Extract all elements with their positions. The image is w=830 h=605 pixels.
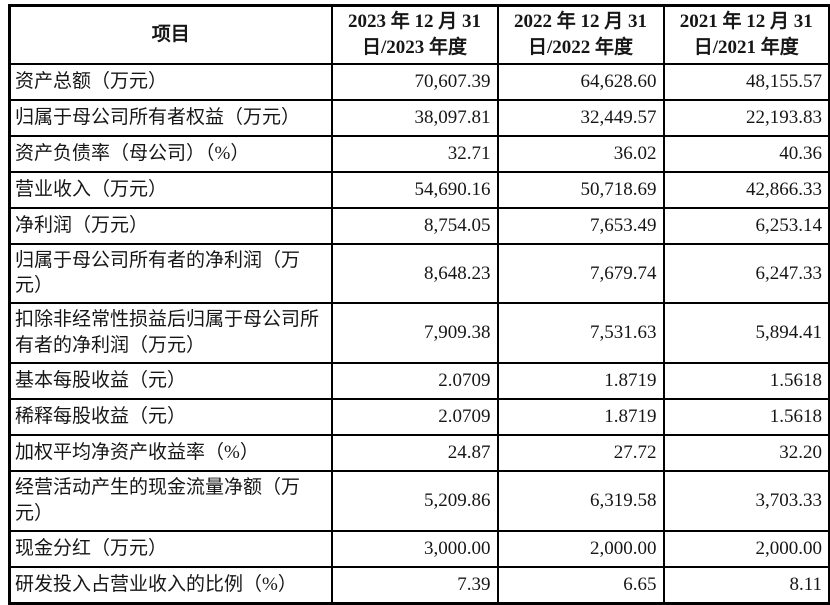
- row-value: 64,628.60: [496, 62, 665, 101]
- header-column-2021: 2021 年 12 月 31 日/2021 年度: [662, 4, 830, 65]
- row-label: 稀释每股收益（元）: [8, 397, 333, 436]
- row-value: 8,754.05: [330, 206, 499, 245]
- row-value: 1.5618: [662, 397, 830, 436]
- header-column-2023-line2: 日/2023 年度: [361, 36, 468, 58]
- row-value: 7,653.49: [496, 206, 665, 245]
- financial-summary-table: 项目 2023 年 12 月 31 日/2023 年度 2022 年 12 月 …: [8, 4, 830, 605]
- table-row: 加权平均净资产收益率（%） 24.87 27.72 32.20: [8, 433, 830, 472]
- row-value: 48,155.57: [662, 62, 830, 101]
- row-value: 2.0709: [330, 361, 499, 400]
- header-column-2023-line1: 2023 年 12 月 31: [347, 11, 481, 32]
- header-column-2022-line2: 日/2022 年度: [527, 36, 634, 58]
- header-row: 项目 2023 年 12 月 31 日/2023 年度 2022 年 12 月 …: [8, 4, 830, 65]
- row-label: 研发投入占营业收入的比例（%）: [8, 565, 333, 605]
- row-value: 24.87: [330, 433, 499, 472]
- header-column-2022: 2022 年 12 月 31 日/2022 年度: [496, 4, 665, 65]
- row-value: 3,000.00: [330, 529, 499, 568]
- table-row: 资产负债率（母公司）（%） 32.71 36.02 40.36: [8, 134, 830, 173]
- row-value: 54,690.16: [330, 170, 499, 209]
- row-value: 1.8719: [496, 397, 665, 436]
- row-value: 7.39: [330, 565, 499, 605]
- table-row: 研发投入占营业收入的比例（%） 7.39 6.65 8.11: [8, 565, 830, 605]
- row-value: 42,866.33: [662, 170, 830, 209]
- row-value: 2,000.00: [496, 529, 665, 568]
- row-value: 32.71: [330, 134, 499, 173]
- row-value: 1.8719: [496, 361, 665, 400]
- row-label: 营业收入（万元）: [8, 170, 333, 209]
- row-value: 7,679.74: [496, 242, 665, 305]
- row-label: 资产总额（万元）: [8, 62, 333, 101]
- table-row: 扣除非经常性损益后归属于母公司所有者的净利润（万元） 7,909.38 7,531.…: [8, 302, 830, 364]
- row-value: 1.5618: [662, 361, 830, 400]
- row-value: 7,531.63: [496, 302, 665, 364]
- table-row: 资产总额（万元） 70,607.39 64,628.60 48,155.57: [8, 62, 830, 101]
- row-value: 32,449.57: [496, 98, 665, 137]
- row-value: 32.20: [662, 433, 830, 472]
- row-value: 70,607.39: [330, 62, 499, 101]
- row-value: 2,000.00: [662, 529, 830, 568]
- table-row: 归属于母公司所有者的净利润（万元） 8,648.23 7,679.74 6,247.3…: [8, 242, 830, 305]
- table-row: 经营活动产生的现金流量净额（万元） 5,209.86 6,319.58 3,703.3…: [8, 469, 830, 532]
- row-value: 36.02: [496, 134, 665, 173]
- header-column-2023: 2023 年 12 月 31 日/2023 年度: [330, 4, 499, 65]
- row-value: 2.0709: [330, 397, 499, 436]
- row-label: 资产负债率（母公司）（%）: [8, 134, 333, 173]
- row-value: 38,097.81: [330, 98, 499, 137]
- row-value: 6,247.33: [662, 242, 830, 305]
- row-value: 27.72: [496, 433, 665, 472]
- row-value: 8.11: [662, 565, 830, 605]
- row-label: 加权平均净资产收益率（%）: [8, 433, 333, 472]
- row-label: 经营活动产生的现金流量净额（万元）: [8, 469, 333, 532]
- table-row: 营业收入（万元） 54,690.16 50,718.69 42,866.33: [8, 170, 830, 209]
- row-value: 6,319.58: [496, 469, 665, 532]
- table-row: 净利润（万元） 8,754.05 7,653.49 6,253.14: [8, 206, 830, 245]
- table-row: 现金分红（万元） 3,000.00 2,000.00 2,000.00: [8, 529, 830, 568]
- row-value: 3,703.33: [662, 469, 830, 532]
- header-column-2022-line1: 2022 年 12 月 31: [513, 11, 647, 32]
- table-row: 基本每股收益（元） 2.0709 1.8719 1.5618: [8, 361, 830, 400]
- row-value: 5,894.41: [662, 302, 830, 364]
- row-label: 现金分红（万元）: [8, 529, 333, 568]
- row-label: 归属于母公司所有者权益（万元）: [8, 98, 333, 137]
- header-column-2021-line2: 日/2021 年度: [693, 36, 799, 58]
- row-value: 6,253.14: [662, 206, 830, 245]
- row-value: 22,193.83: [662, 98, 830, 137]
- row-value: 50,718.69: [496, 170, 665, 209]
- row-label: 净利润（万元）: [8, 206, 333, 245]
- row-value: 5,209.86: [330, 469, 499, 532]
- row-value: 8,648.23: [330, 242, 499, 305]
- row-label: 基本每股收益（元）: [8, 361, 333, 400]
- row-label: 归属于母公司所有者的净利润（万元）: [8, 242, 333, 305]
- table-row: 稀释每股收益（元） 2.0709 1.8719 1.5618: [8, 397, 830, 436]
- row-value: 6.65: [496, 565, 665, 605]
- row-label: 扣除非经常性损益后归属于母公司所有者的净利润（万元）: [8, 302, 333, 364]
- row-value: 7,909.38: [330, 302, 499, 364]
- row-value: 40.36: [662, 134, 830, 173]
- header-column-2021-line1: 2021 年 12 月 31: [679, 11, 813, 32]
- table-row: 归属于母公司所有者权益（万元） 38,097.81 32,449.57 22,193.…: [8, 98, 830, 137]
- header-item-column: 项目: [8, 4, 333, 65]
